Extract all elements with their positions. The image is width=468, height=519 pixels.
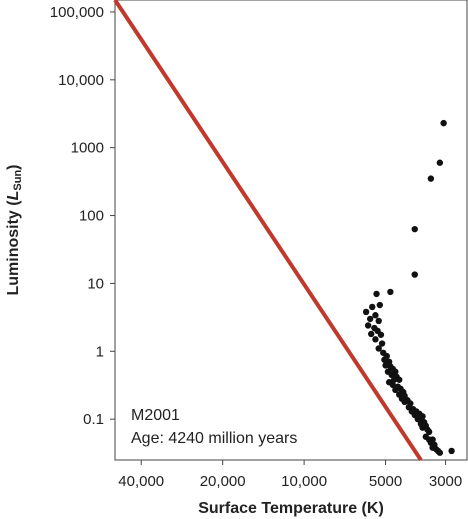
star-data-point [373, 290, 380, 298]
star-data-point [387, 288, 394, 296]
main-sequence-line [113, 0, 423, 462]
y-tick-label: 100,000 [50, 4, 104, 21]
y-axis-title-subscript: Sun [12, 170, 24, 191]
star-data-point [425, 428, 433, 436]
star-data-point [436, 449, 444, 456]
star-data-point [448, 447, 455, 455]
data-points-layer [362, 119, 455, 456]
x-tick-label: 3000 [429, 473, 462, 490]
y-tick-label: 100 [79, 208, 104, 225]
y-tick-label: 10 [87, 275, 104, 292]
y-axis-title: Luminosity (LSun) [5, 165, 24, 296]
star-data-point [376, 301, 384, 309]
star-data-point [427, 175, 435, 182]
star-data-point [436, 159, 444, 166]
star-data-point [372, 336, 379, 343]
star-data-point [440, 119, 447, 127]
annotation-cluster-name: M2001 [131, 407, 180, 424]
star-data-point [372, 312, 379, 319]
star-data-point [401, 398, 408, 406]
y-axis-title-close: ) [5, 165, 22, 170]
y-axis-title-symbol: L [5, 191, 22, 201]
star-data-point [364, 322, 372, 329]
star-data-point [388, 371, 395, 379]
star-data-point [419, 424, 426, 431]
x-tick-label: 20,000 [200, 473, 246, 490]
star-data-point [362, 308, 370, 316]
star-data-point [377, 331, 385, 338]
x-tick-label: 10,000 [281, 473, 327, 490]
star-data-point [389, 381, 397, 389]
x-axis-ticks: 40,000 20,000 10,000 5000 3000 [118, 460, 462, 490]
annotation-cluster-age: Age: 4240 million years [131, 430, 297, 447]
star-data-point [367, 330, 375, 338]
y-tick-label: 1 [96, 343, 104, 360]
y-tick-label: 10,000 [58, 72, 104, 89]
y-tick-label: 0.1 [83, 411, 104, 428]
x-tick-label: 5000 [369, 473, 402, 490]
star-data-point [411, 225, 418, 233]
star-data-point [378, 340, 386, 347]
x-tick-label: 40,000 [118, 473, 164, 490]
star-data-point [390, 376, 398, 383]
star-data-point [375, 345, 382, 352]
y-axis-title-main: Luminosity ( [5, 200, 22, 296]
star-data-point [396, 376, 403, 383]
star-data-point [411, 271, 418, 278]
star-data-point [366, 315, 374, 323]
star-data-point [375, 317, 382, 325]
plot-frame [114, 0, 468, 461]
x-axis-title: Surface Temperature (K) [198, 500, 384, 517]
star-data-point [392, 386, 399, 394]
star-data-point [369, 303, 376, 311]
y-tick-label: 1000 [71, 140, 104, 157]
y-axis-ticks: 100,000 10,000 1000 100 10 1 0.1 [50, 4, 115, 428]
main-sequence-line-layer [113, 0, 423, 462]
star-data-point [382, 362, 389, 369]
